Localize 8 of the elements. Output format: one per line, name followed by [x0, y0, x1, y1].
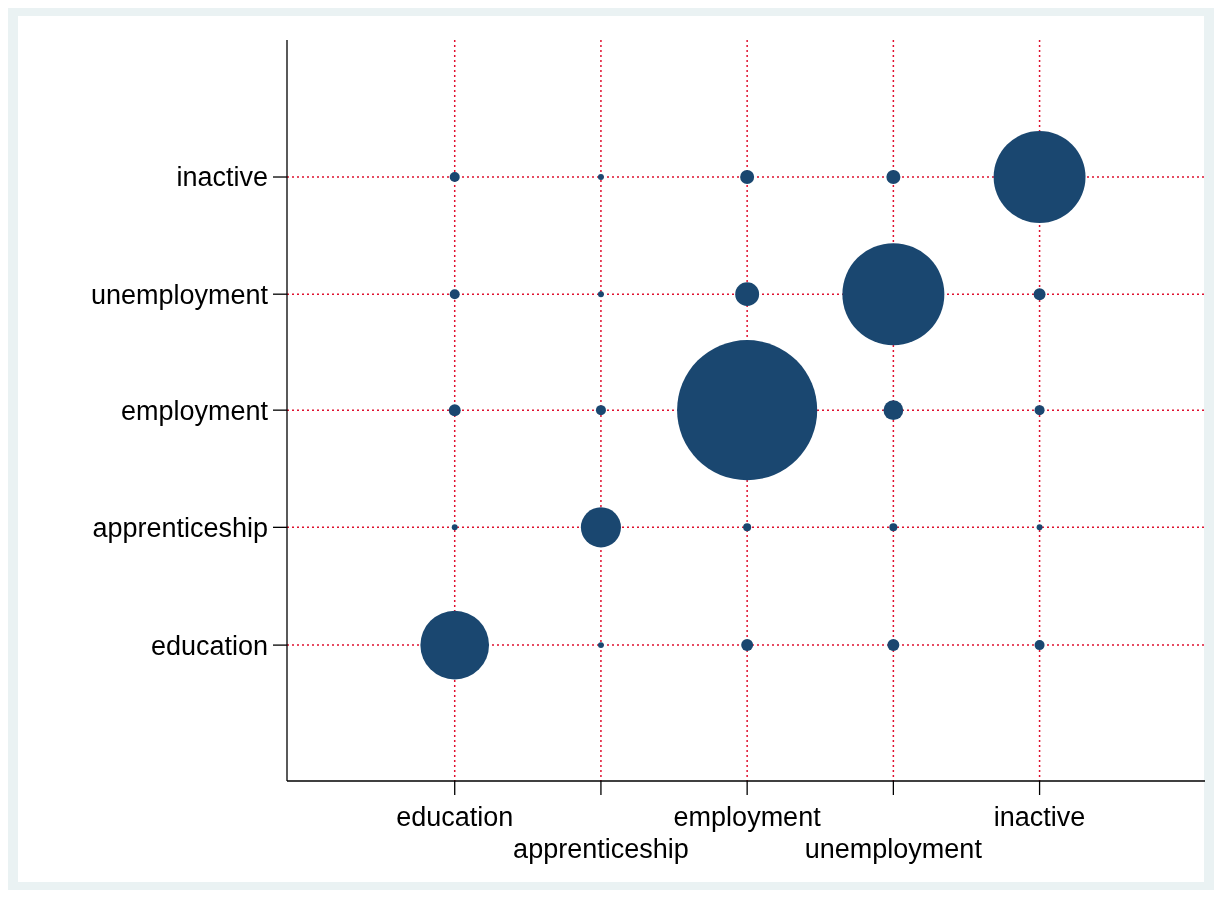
text: employment: [120, 395, 269, 426]
text: inactive: [176, 162, 268, 193]
text: unemployment: [90, 279, 269, 310]
x-tick-label: employment: [673, 802, 822, 832]
x-tick-label: education: [396, 802, 514, 832]
text: education: [150, 630, 268, 661]
text: apprenticeship: [92, 512, 268, 543]
x-tick-label: inactive: [993, 802, 1086, 832]
